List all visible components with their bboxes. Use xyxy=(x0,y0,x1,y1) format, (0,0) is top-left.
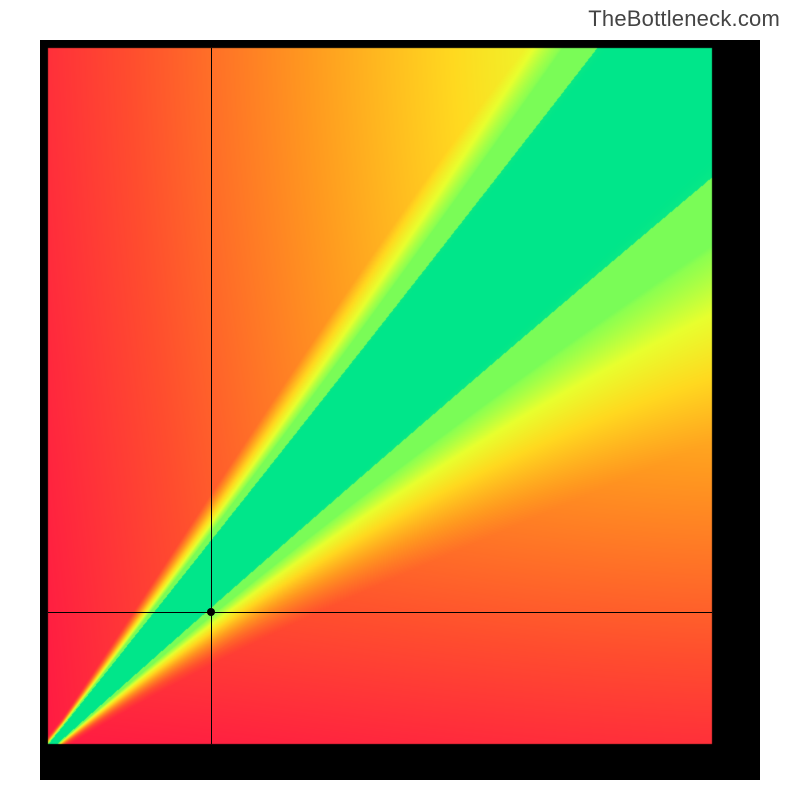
attribution-text: TheBottleneck.com xyxy=(588,6,780,32)
bottleneck-heatmap xyxy=(40,40,760,780)
plot-frame xyxy=(40,40,760,780)
figure-container: TheBottleneck.com xyxy=(0,0,800,800)
